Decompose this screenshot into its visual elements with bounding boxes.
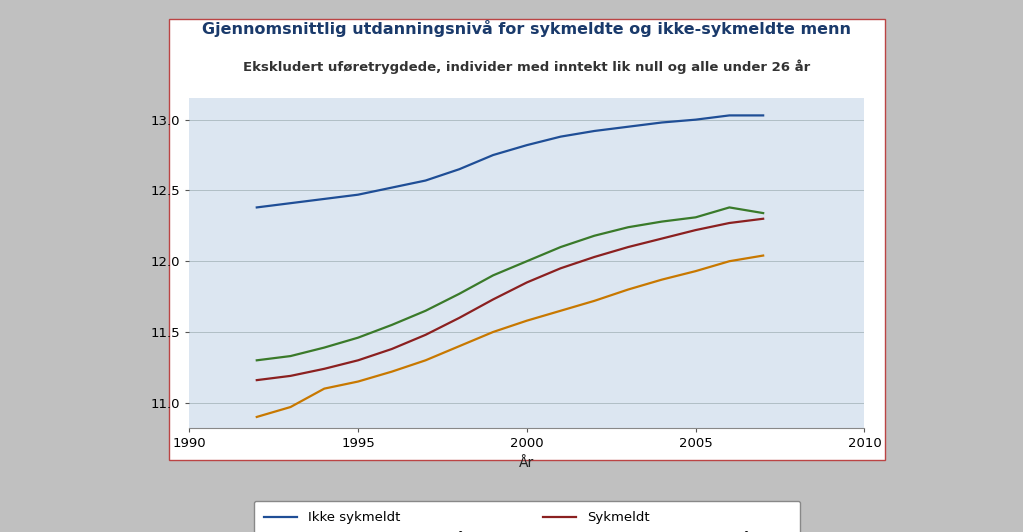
- Sykmeldt i under to måneder: [251, 357, 263, 363]
- Text: Ekskludert uføretrygdede, individer med inntekt lik null og alle under 26 år: Ekskludert uføretrygdede, individer med …: [243, 60, 810, 74]
- Sykmeldt i over seks måneder: [284, 404, 297, 410]
- Sykmeldt: [318, 365, 330, 372]
- Sykmeldt: [453, 314, 465, 321]
- Sykmeldt: [690, 227, 702, 233]
- Line: Ikke sykmeldt: Ikke sykmeldt: [257, 115, 763, 207]
- Sykmeldt: [386, 346, 398, 352]
- Sykmeldt i over seks måneder: [690, 268, 702, 275]
- Sykmeldt i under to måneder: [690, 214, 702, 221]
- Legend: Ikke sykmeldt, Sykmeldt i under to måneder, Sykmeldt, Sykmeldt i over seks måned: Ikke sykmeldt, Sykmeldt i under to måned…: [254, 501, 800, 532]
- Sykmeldt: [554, 265, 567, 271]
- Line: Sykmeldt i under to måneder: Sykmeldt i under to måneder: [257, 207, 763, 360]
- Sykmeldt: [588, 254, 601, 260]
- Ikke sykmeldt: [453, 166, 465, 172]
- Sykmeldt i under to måneder: [352, 335, 364, 341]
- Sykmeldt: [656, 235, 668, 242]
- Sykmeldt i over seks måneder: [386, 369, 398, 375]
- Ikke sykmeldt: [352, 192, 364, 198]
- Sykmeldt: [352, 357, 364, 363]
- Sykmeldt: [487, 296, 499, 303]
- Sykmeldt: [622, 244, 634, 250]
- Sykmeldt: [521, 279, 533, 286]
- Ikke sykmeldt: [487, 152, 499, 158]
- Ikke sykmeldt: [690, 117, 702, 123]
- Line: Sykmeldt i over seks måneder: Sykmeldt i over seks måneder: [257, 255, 763, 417]
- Sykmeldt i over seks måneder: [487, 329, 499, 335]
- Sykmeldt: [723, 220, 736, 226]
- Sykmeldt i over seks måneder: [318, 385, 330, 392]
- Sykmeldt i over seks måneder: [352, 378, 364, 385]
- Sykmeldt i over seks måneder: [453, 343, 465, 350]
- Sykmeldt i under to måneder: [554, 244, 567, 250]
- Sykmeldt i over seks måneder: [554, 307, 567, 314]
- Ikke sykmeldt: [554, 134, 567, 140]
- Sykmeldt i under to måneder: [521, 258, 533, 264]
- Sykmeldt i under to måneder: [386, 322, 398, 328]
- Ikke sykmeldt: [251, 204, 263, 211]
- Ikke sykmeldt: [588, 128, 601, 134]
- Sykmeldt i over seks måneder: [723, 258, 736, 264]
- Sykmeldt i under to måneder: [757, 210, 769, 217]
- Sykmeldt i under to måneder: [723, 204, 736, 211]
- Sykmeldt: [757, 215, 769, 222]
- Ikke sykmeldt: [284, 200, 297, 206]
- Sykmeldt i over seks måneder: [588, 298, 601, 304]
- Ikke sykmeldt: [521, 142, 533, 148]
- Sykmeldt i under to måneder: [622, 224, 634, 230]
- Line: Sykmeldt: Sykmeldt: [257, 219, 763, 380]
- Sykmeldt i under to måneder: [284, 353, 297, 359]
- Sykmeldt i over seks måneder: [622, 286, 634, 293]
- Sykmeldt i under to måneder: [419, 307, 432, 314]
- Sykmeldt i under to måneder: [487, 272, 499, 279]
- Sykmeldt i over seks måneder: [757, 252, 769, 259]
- X-axis label: År: År: [520, 456, 534, 470]
- Ikke sykmeldt: [656, 119, 668, 126]
- Ikke sykmeldt: [622, 123, 634, 130]
- Ikke sykmeldt: [419, 177, 432, 184]
- Sykmeldt i over seks måneder: [251, 414, 263, 420]
- Sykmeldt i under to måneder: [656, 219, 668, 225]
- Sykmeldt i under to måneder: [453, 290, 465, 297]
- Sykmeldt i over seks måneder: [521, 318, 533, 324]
- Text: Gjennomsnittlig utdanningsnivå for sykmeldte og ikke-sykmeldte menn: Gjennomsnittlig utdanningsnivå for sykme…: [203, 20, 851, 37]
- Sykmeldt i over seks måneder: [419, 357, 432, 363]
- Ikke sykmeldt: [386, 185, 398, 191]
- Sykmeldt: [251, 377, 263, 384]
- Sykmeldt: [284, 373, 297, 379]
- Sykmeldt i over seks måneder: [656, 277, 668, 283]
- Ikke sykmeldt: [723, 112, 736, 119]
- Sykmeldt: [419, 331, 432, 338]
- Ikke sykmeldt: [318, 196, 330, 202]
- Sykmeldt i under to måneder: [318, 344, 330, 351]
- Ikke sykmeldt: [757, 112, 769, 119]
- Sykmeldt i under to måneder: [588, 232, 601, 239]
